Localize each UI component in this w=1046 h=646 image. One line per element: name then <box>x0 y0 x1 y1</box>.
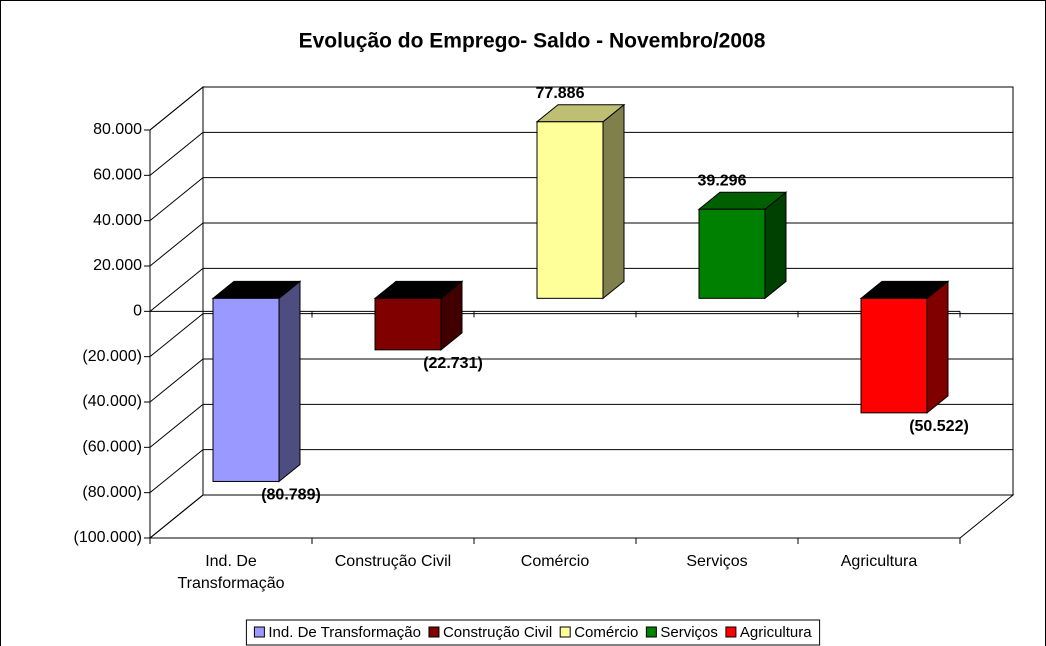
value-label: 77.886 <box>536 85 585 102</box>
bar <box>535 103 626 300</box>
y-tick-label: 40.000 <box>93 212 142 229</box>
legend-swatch <box>253 626 265 638</box>
bar-side <box>764 191 787 300</box>
legend-swatch <box>725 626 737 638</box>
grid-line <box>149 358 1013 403</box>
x-tick-label: Agricultura <box>841 553 918 570</box>
legend-label: Comércio <box>574 624 638 641</box>
y-tick-label: 20.000 <box>93 257 142 274</box>
x-tick-label: Serviços <box>686 553 747 570</box>
legend-swatch <box>645 626 657 638</box>
bar-side <box>602 103 625 300</box>
bar-front <box>860 297 928 414</box>
bar-front <box>374 297 442 351</box>
y-tick-label: (40.000) <box>82 393 142 410</box>
legend-label: Serviços <box>660 624 718 641</box>
bar-side <box>926 280 949 414</box>
x-tick-label: Construção Civil <box>335 553 451 570</box>
legend-label: Agricultura <box>740 624 812 641</box>
bar <box>697 191 788 300</box>
legend-box <box>245 619 821 646</box>
value-label: (50.522) <box>909 418 969 435</box>
value-label: 39.296 <box>698 172 747 189</box>
y-tick-label: 0 <box>133 303 142 320</box>
bar-side <box>278 280 301 483</box>
grid-line <box>149 86 1013 131</box>
chart-title: Evolução do Emprego- Saldo - Novembro/20… <box>299 30 766 53</box>
bar <box>211 280 302 483</box>
grid-line <box>149 313 1013 358</box>
legend-label: Ind. De Transformação <box>268 624 421 641</box>
grid-line <box>149 449 1013 494</box>
bar <box>373 280 464 351</box>
legend-label: Construção Civil <box>443 624 552 641</box>
grid-line <box>149 131 1013 176</box>
bar-front <box>698 208 766 299</box>
legend: Ind. De Transformação Construção Civil Com… <box>245 619 821 646</box>
bar-front <box>212 297 280 482</box>
legend-swatch <box>428 626 440 638</box>
value-label: (80.789) <box>261 487 321 504</box>
bar <box>859 280 950 414</box>
y-tick-label: (60.000) <box>82 439 142 456</box>
grid-line <box>149 177 1013 222</box>
side-wall <box>149 85 204 540</box>
grid-line <box>149 403 1013 448</box>
legend-swatch <box>559 626 571 638</box>
bar-front <box>536 121 604 299</box>
y-tick-label: 60.000 <box>93 167 142 184</box>
y-tick-label: (80.000) <box>82 484 142 501</box>
x-tick-label: Comércio <box>521 553 590 570</box>
y-tick-label: 80.000 <box>93 121 142 138</box>
y-tick-label: (20.000) <box>82 348 142 365</box>
x-tick-label: Ind. De Transformação <box>178 553 285 592</box>
y-tick-label: (100.000) <box>74 529 143 546</box>
value-label: (22.731) <box>423 355 483 372</box>
grid-line <box>149 494 1013 539</box>
